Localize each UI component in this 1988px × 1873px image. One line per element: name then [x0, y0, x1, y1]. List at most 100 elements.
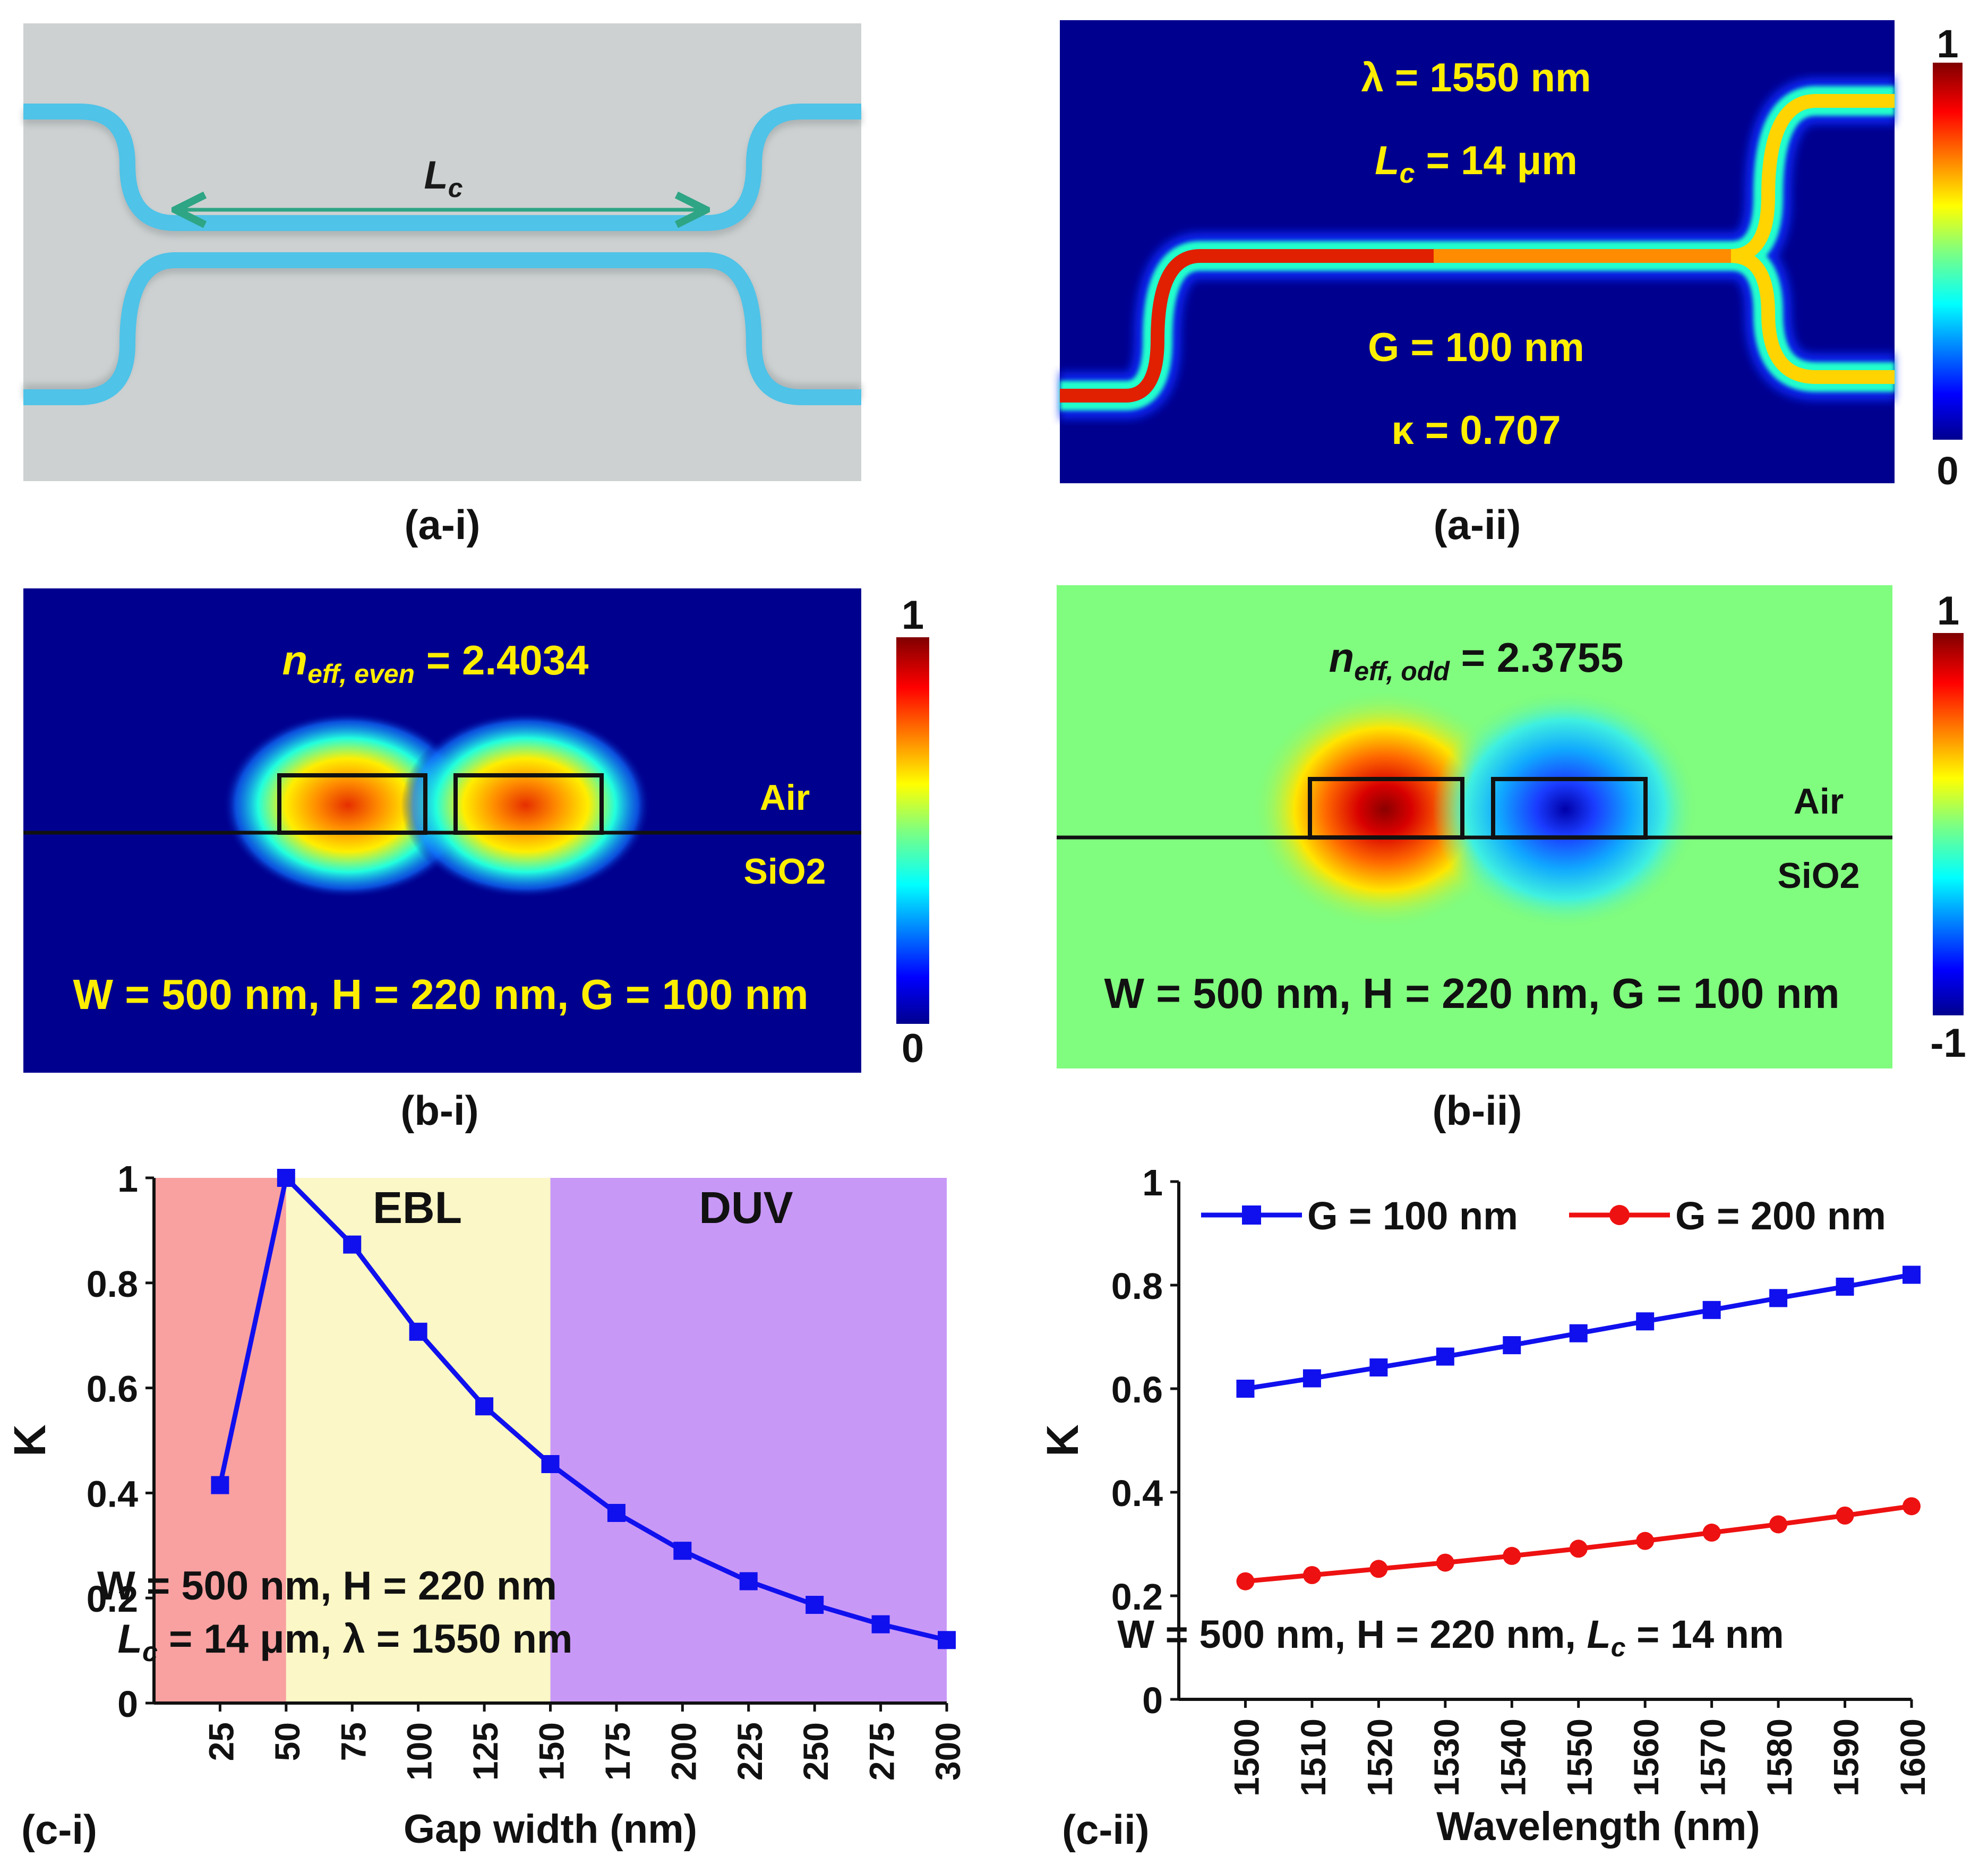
x-tick-label: 1600 — [1893, 1718, 1932, 1797]
data-point — [1569, 1540, 1588, 1558]
data-point — [541, 1455, 560, 1474]
data-point — [1702, 1301, 1721, 1319]
coupling-length-label: Lc — [424, 153, 462, 203]
ci-annotation-line2: Lc = 14 μm, λ = 1550 nm — [118, 1617, 573, 1667]
data-point — [938, 1631, 956, 1649]
y-axis-title: K — [5, 1424, 55, 1457]
panel-b-ii: neff, odd = 2.3755 Air SiO2 W = 500 nm, … — [1057, 585, 1966, 1134]
dimensions-label: W = 500 nm, H = 220 nm, G = 100 nm — [1104, 970, 1839, 1017]
x-tick-label: 100 — [400, 1722, 439, 1781]
y-tick-label: 0.2 — [87, 1578, 138, 1620]
legend-label: G = 200 nm — [1675, 1194, 1886, 1238]
chart-c-ii: 0 0.2 0.4 0.6 0.8 1 1500 1510 1520 1530 1540 1550 15… — [1038, 1162, 1932, 1853]
y-tick-label: 0 — [1142, 1680, 1163, 1721]
x-tick-label: 75 — [333, 1722, 373, 1761]
panel-label-a-i: (a-i) — [405, 501, 481, 548]
data-point — [1303, 1369, 1321, 1388]
air-label: Air — [1794, 781, 1844, 822]
y-tick-label: 1 — [1142, 1162, 1163, 1203]
x-tick-label: 275 — [862, 1722, 902, 1781]
data-point — [1436, 1553, 1454, 1572]
y-tick-label: 0.8 — [1111, 1265, 1163, 1307]
ci-annotation-line1: W = 500 nm, H = 220 nm — [97, 1563, 557, 1609]
data-point — [1836, 1506, 1854, 1525]
region-band-0 — [154, 1178, 286, 1703]
y-tick-label: 0.4 — [87, 1473, 138, 1515]
cii-series — [1236, 1265, 1921, 1590]
ci-regions — [154, 1178, 947, 1703]
y-tick-label: 0.4 — [1111, 1473, 1163, 1514]
colorbar — [1933, 63, 1963, 440]
colorbar-min-label: 0 — [1936, 449, 1958, 493]
x-tick-label: 250 — [796, 1722, 835, 1781]
y-tick-label: 0 — [117, 1683, 138, 1725]
sio2-label: SiO2 — [1778, 856, 1860, 896]
wavelength-annotation: λ = 1550 nm — [1361, 55, 1591, 100]
panel-label-b-ii: (b-ii) — [1433, 1087, 1522, 1134]
region-label-duv: DUV — [699, 1183, 793, 1233]
series-line-0 — [218, 1175, 948, 1643]
panel-label-b-i: (b-i) — [400, 1087, 478, 1134]
mode-lobe-left — [223, 712, 473, 898]
x-tick-label: 150 — [532, 1722, 571, 1781]
colorbar — [896, 637, 929, 1024]
data-point — [739, 1572, 758, 1590]
data-point — [409, 1322, 427, 1341]
data-point — [607, 1503, 625, 1522]
panel-label-a-ii: (a-ii) — [1434, 501, 1521, 548]
data-point — [1369, 1560, 1388, 1578]
colorbar-max-label: 1 — [1936, 22, 1958, 66]
data-point — [871, 1615, 890, 1633]
colorbar-min-label: 0 — [902, 1026, 924, 1071]
colorbar-max-label: 1 — [902, 593, 924, 638]
data-point — [1436, 1347, 1454, 1366]
data-point — [277, 1169, 295, 1187]
x-tick-label: 1520 — [1360, 1718, 1399, 1797]
legend-marker — [1609, 1205, 1630, 1225]
cii-legend: G = 100 nm G = 200 nm — [1201, 1194, 1886, 1238]
x-tick-label: 25 — [201, 1722, 241, 1761]
x-tick-label: 125 — [466, 1722, 505, 1781]
x-tick-label: 1570 — [1693, 1718, 1733, 1797]
legend-label: G = 100 nm — [1307, 1194, 1518, 1238]
neff-even-label: neff, even = 2.4034 — [282, 637, 588, 689]
x-tick-label: 300 — [928, 1722, 967, 1781]
panel-a-ii: λ = 1550 nm Lc = 14 μm G = 100 nm κ = 0.… — [1060, 20, 1963, 548]
x-tick-label: 1510 — [1293, 1718, 1333, 1797]
x-tick-label: 1590 — [1827, 1718, 1866, 1797]
field-core — [1060, 94, 1895, 403]
data-point — [1369, 1358, 1388, 1377]
data-point — [1836, 1277, 1854, 1296]
x-tick-label: 1560 — [1626, 1718, 1666, 1797]
ci-series — [211, 1169, 956, 1649]
data-point — [1569, 1324, 1588, 1342]
data-point — [1236, 1572, 1255, 1590]
cii-axes: 0 0.2 0.4 0.6 0.8 1 1500 1510 1520 1530 1540 1550 15… — [1038, 1162, 1932, 1849]
data-point — [1769, 1515, 1788, 1534]
y-axis-title: K — [1038, 1424, 1087, 1457]
colorbar — [1933, 633, 1964, 1015]
x-tick-label: 200 — [664, 1722, 703, 1781]
y-tick-label: 0.8 — [87, 1263, 138, 1305]
coupling-length-annotation: Lc = 14 μm — [1375, 138, 1578, 189]
data-point — [1702, 1524, 1721, 1542]
y-tick-label: 0.6 — [87, 1369, 138, 1410]
colorbar-max-label: 1 — [1937, 588, 1959, 634]
data-point — [1769, 1289, 1788, 1307]
x-tick-label: 1540 — [1493, 1718, 1532, 1797]
dimensions-label: W = 500 nm, H = 220 nm, G = 100 nm — [73, 971, 808, 1018]
data-point — [1903, 1265, 1921, 1284]
y-tick-label: 0.6 — [1111, 1369, 1163, 1410]
data-point — [475, 1397, 494, 1416]
region-band-1 — [286, 1178, 551, 1703]
colorbar-min-label: -1 — [1930, 1021, 1966, 1066]
x-axis-title: Wavelength (nm) — [1436, 1804, 1760, 1849]
y-tick-label: 0.2 — [1111, 1576, 1163, 1618]
mode-lobe-negative — [1433, 690, 1698, 929]
kappa-annotation: κ = 0.707 — [1391, 408, 1561, 453]
data-point — [343, 1235, 362, 1254]
data-point — [1636, 1532, 1655, 1550]
cii-annotation: W = 500 nm, H = 220 nm, Lc = 14 nm — [1117, 1612, 1784, 1662]
neff-odd-label: neff, odd = 2.3755 — [1329, 634, 1624, 686]
